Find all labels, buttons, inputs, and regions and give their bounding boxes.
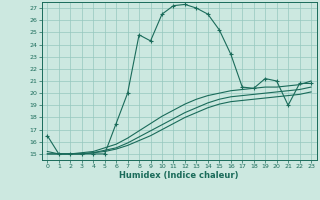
- X-axis label: Humidex (Indice chaleur): Humidex (Indice chaleur): [119, 171, 239, 180]
